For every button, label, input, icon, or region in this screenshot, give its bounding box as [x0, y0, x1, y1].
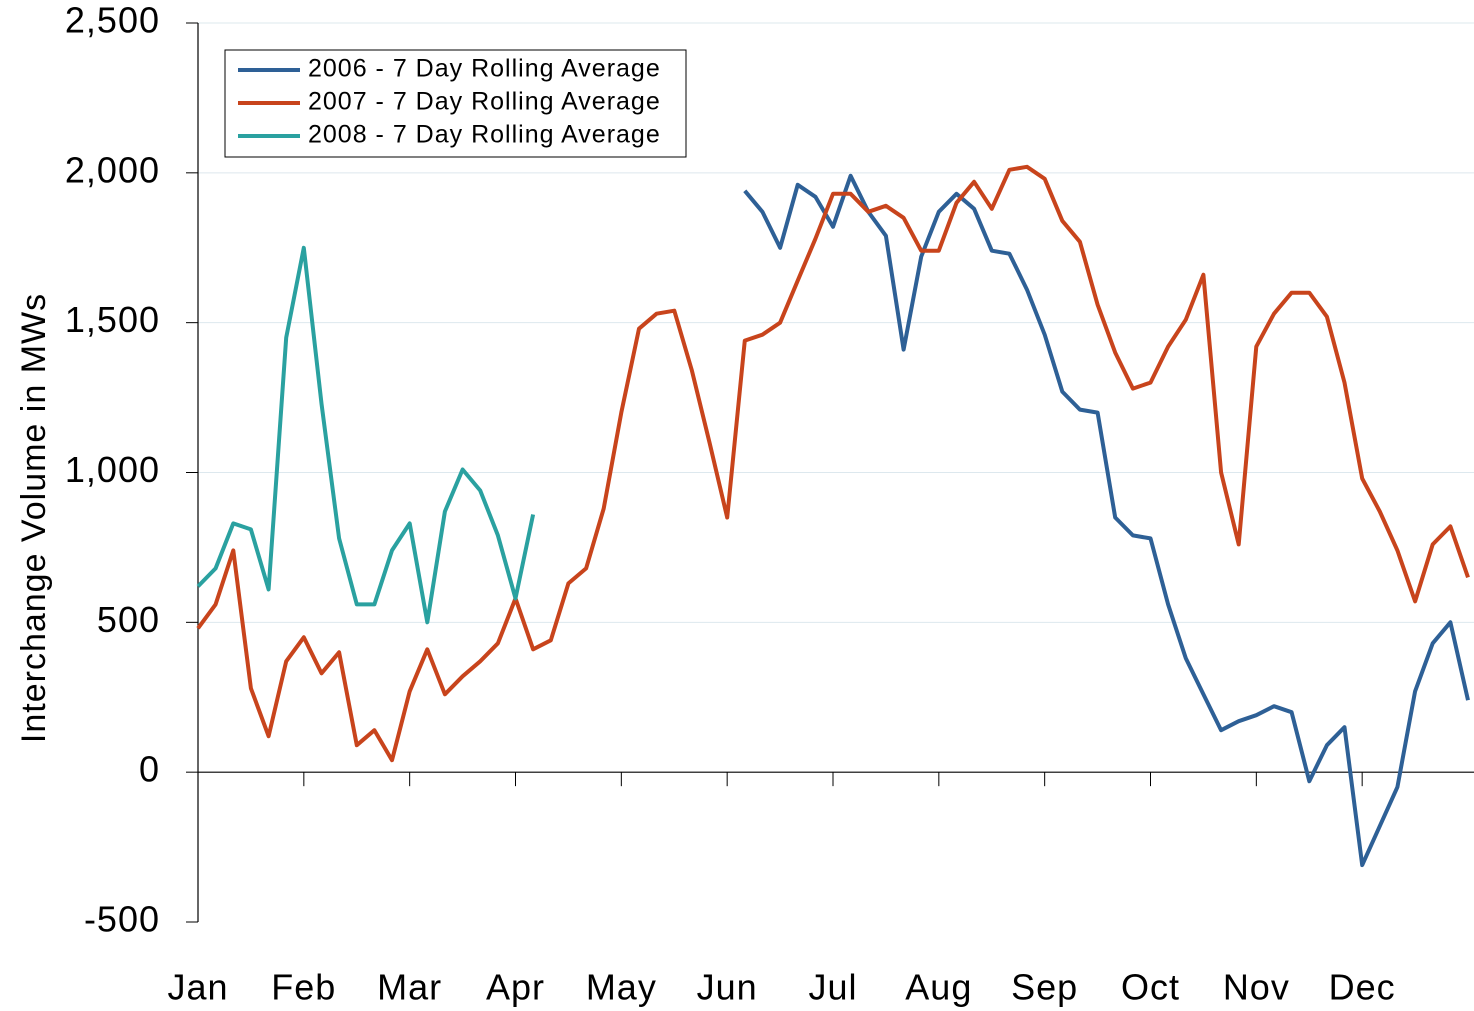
y-tick-label: 0: [139, 749, 160, 790]
x-tick-label: Mar: [377, 967, 442, 1008]
x-tick-label: Jul: [808, 967, 857, 1008]
x-tick-label: Aug: [905, 967, 972, 1008]
legend-label: 2007 - 7 Day Rolling Average: [308, 88, 661, 116]
x-tick-label: Sep: [1011, 967, 1078, 1008]
y-tick-label: 1,000: [65, 449, 160, 490]
legend: 2006 - 7 Day Rolling Average 2007 - 7 Day…: [224, 49, 687, 158]
legend-label: 2008 - 7 Day Rolling Average: [308, 121, 661, 149]
y-axis-title: Interchange Volume in MWs: [15, 293, 53, 743]
x-tick-label: Jan: [167, 967, 228, 1008]
x-tick-label: May: [586, 967, 657, 1008]
series-line: [196, 245, 536, 625]
series-line: [743, 173, 1470, 868]
x-tick-label: Dec: [1329, 967, 1396, 1008]
y-tick-label: 2,500: [65, 0, 160, 41]
legend-label: 2006 - 7 Day Rolling Average: [308, 55, 661, 83]
y-tick-label: 2,000: [65, 149, 160, 190]
y-tick-label: 1,500: [65, 299, 160, 340]
legend-box: [224, 49, 687, 158]
y-tick-label: 500: [97, 599, 160, 640]
x-tick-label: Jun: [697, 967, 758, 1008]
x-tick-label: Feb: [271, 967, 336, 1008]
series-line: [196, 164, 1470, 763]
y-tick-label: -500: [84, 899, 160, 940]
x-tick-label: Apr: [486, 967, 545, 1008]
x-tick-label: Oct: [1121, 967, 1180, 1008]
x-tick-label: Nov: [1223, 967, 1290, 1008]
